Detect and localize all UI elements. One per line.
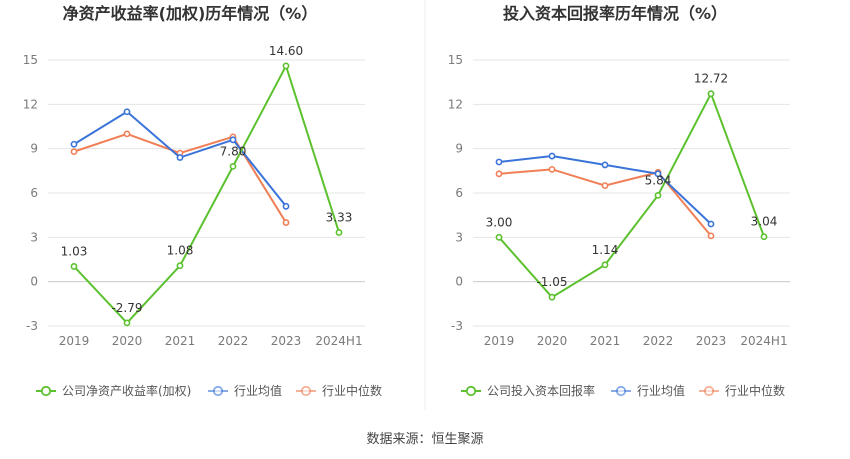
y-tick-label: 15 xyxy=(23,53,38,67)
legend-item-industry_median: 行业中位数 xyxy=(699,383,785,398)
y-tick-label: 6 xyxy=(30,186,38,200)
y-tick-label: 3 xyxy=(455,230,463,244)
series-line-company xyxy=(498,91,765,299)
legend-item-company: 公司净资产收益率(加权) xyxy=(36,383,191,398)
legend-item-industry_avg: 行业均值 xyxy=(208,383,282,398)
x-tick-label: 2020 xyxy=(537,334,568,348)
data-point-industry_avg xyxy=(229,136,237,144)
data-point-industry_avg xyxy=(654,170,662,178)
legend-item-company: 公司投入资本回报率 xyxy=(461,383,595,398)
legend-swatch-marker xyxy=(40,385,52,397)
y-tick-label: 9 xyxy=(30,142,38,156)
data-point-company xyxy=(123,319,131,327)
legend-label: 公司投入资本回报率 xyxy=(487,383,595,398)
data-label: 14.60 xyxy=(269,44,303,58)
legend-label: 行业均值 xyxy=(637,383,685,398)
x-tick-label: 2021 xyxy=(590,334,621,348)
data-point-company xyxy=(601,261,609,269)
legend-label: 行业均值 xyxy=(234,383,282,398)
data-point-company xyxy=(760,233,768,241)
x-tick-label: 2022 xyxy=(218,334,249,348)
data-point-company xyxy=(229,162,237,170)
x-tick-label: 2024H1 xyxy=(740,334,787,348)
data-point-industry_avg xyxy=(282,202,290,210)
x-tick-label: 2020 xyxy=(112,334,143,348)
y-tick-label: 0 xyxy=(455,275,463,289)
data-point-company xyxy=(495,233,503,241)
x-tick-label: 2024H1 xyxy=(315,334,362,348)
data-point-company xyxy=(70,263,78,270)
x-tick-label: 2019 xyxy=(59,334,90,348)
data-point-company xyxy=(282,62,290,70)
data-label: 7.80 xyxy=(220,144,247,158)
roic-chart: 投入资本回报率历年情况（%） 15 12 9 6 3 0 -3 2019 2020 2021 2022… xyxy=(448,4,790,398)
legend-swatch-marker xyxy=(465,385,477,397)
data-point-industry_avg xyxy=(70,140,78,148)
data-point-industry_median xyxy=(495,170,503,178)
x-tick-label: 2021 xyxy=(165,334,196,348)
legend-swatch-marker xyxy=(212,385,224,397)
data-point-company xyxy=(654,191,662,199)
y-tick-label: 0 xyxy=(30,275,38,289)
y-tick-label: 12 xyxy=(23,97,38,111)
data-point-company xyxy=(548,293,556,301)
data-point-company xyxy=(335,229,343,236)
data-source-note: 数据来源：恒生聚源 xyxy=(366,432,484,447)
data-point-industry_avg xyxy=(123,108,131,116)
panel-divider xyxy=(424,0,426,410)
y-tick-label: 6 xyxy=(455,186,463,200)
data-label: 12.72 xyxy=(694,72,728,86)
y-tick-label: 9 xyxy=(455,142,463,156)
data-point-industry_avg xyxy=(601,161,609,169)
data-label: -1.05 xyxy=(536,275,567,289)
x-tick-label: 2023 xyxy=(696,334,727,348)
data-point-industry_median xyxy=(70,148,78,156)
chart-title: 投入资本回报率历年情况（%） xyxy=(503,4,727,23)
data-point-industry_avg xyxy=(707,220,715,228)
data-label: 1.08 xyxy=(167,244,194,258)
data-point-industry_median xyxy=(601,182,609,190)
legend-item-industry_median: 行业中位数 xyxy=(296,383,382,398)
data-label: 3.33 xyxy=(326,210,353,224)
data-point-industry_avg xyxy=(495,158,503,166)
data-point-industry_median xyxy=(548,165,556,173)
y-tick-label: 15 xyxy=(448,53,463,67)
legend-label: 行业中位数 xyxy=(322,383,382,398)
series-line-company xyxy=(73,63,340,325)
legend-label: 行业中位数 xyxy=(725,383,785,398)
x-tick-label: 2023 xyxy=(271,334,302,348)
legend-swatch-marker xyxy=(300,385,312,397)
y-tick-label: 3 xyxy=(30,230,38,244)
series-line-industry_median xyxy=(498,168,712,237)
y-tick-label: -3 xyxy=(451,319,463,333)
legend-item-industry_avg: 行业均值 xyxy=(611,383,685,398)
data-label: 1.03 xyxy=(61,244,88,258)
data-label: 5.84 xyxy=(645,173,672,187)
y-tick-label: -3 xyxy=(26,319,38,333)
data-point-company xyxy=(707,90,715,98)
y-tick-label: 12 xyxy=(448,97,463,111)
x-tick-label: 2019 xyxy=(484,334,515,348)
data-label: 3.00 xyxy=(486,215,513,229)
legend-label: 公司净资产收益率(加权) xyxy=(62,383,191,398)
roe-chart: 净资产收益率(加权)历年情况（%） 15 12 9 6 3 0 -3 2019 2020 2021 2… xyxy=(23,4,382,398)
data-label: 3.04 xyxy=(751,215,778,229)
data-point-industry_median xyxy=(282,219,290,226)
data-point-industry_median xyxy=(707,232,715,240)
legend-swatch-marker xyxy=(703,385,715,397)
data-point-company xyxy=(176,262,184,270)
data-point-industry_avg xyxy=(548,152,556,160)
series-line-industry_median xyxy=(73,132,287,224)
chart-title: 净资产收益率(加权)历年情况（%） xyxy=(63,4,318,23)
x-tick-label: 2022 xyxy=(643,334,674,348)
data-label: -2.79 xyxy=(111,301,142,315)
data-point-industry_median xyxy=(123,130,131,138)
data-label: 1.14 xyxy=(592,243,619,257)
data-point-industry_avg xyxy=(176,154,184,161)
legend-swatch-marker xyxy=(615,385,627,397)
